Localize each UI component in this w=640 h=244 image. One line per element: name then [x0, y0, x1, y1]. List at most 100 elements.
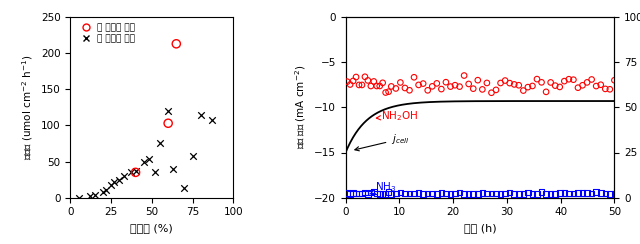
- Point: [559, 79, 570, 83]
- Point: [518, 192, 529, 196]
- Point: [168, 167, 178, 171]
- Point: [523, 190, 533, 194]
- Point: [179, 186, 189, 190]
- Point: [445, 85, 456, 89]
- Point: [351, 75, 361, 79]
- Point: [354, 83, 364, 87]
- Point: [577, 83, 588, 87]
- Point: [514, 192, 524, 196]
- Point: [342, 80, 352, 84]
- Point: [586, 78, 596, 81]
- Point: [409, 75, 419, 79]
- Point: [345, 82, 355, 86]
- Point: [150, 170, 160, 174]
- Point: [432, 81, 442, 85]
- Point: [573, 86, 583, 90]
- Legend: 본 연구팀 결과, 타 연구팀 결과: 본 연구팀 결과, 타 연구팀 결과: [75, 21, 138, 45]
- Point: [473, 78, 483, 82]
- Point: [131, 170, 141, 174]
- Point: [582, 191, 592, 195]
- Point: [591, 190, 602, 194]
- Point: [514, 83, 524, 87]
- Point: [374, 84, 385, 88]
- Point: [378, 192, 388, 196]
- Point: [383, 90, 394, 94]
- Point: [550, 84, 561, 88]
- Point: [600, 87, 611, 91]
- Point: [386, 84, 396, 88]
- Y-axis label: 전류 밀도 (mA cm$^{-2}$): 전류 밀도 (mA cm$^{-2}$): [294, 65, 308, 149]
- Point: [374, 192, 385, 196]
- X-axis label: 전환률 (%): 전환률 (%): [131, 223, 173, 233]
- Point: [536, 80, 547, 84]
- Point: [369, 190, 379, 194]
- Point: [119, 174, 129, 178]
- Point: [555, 191, 565, 195]
- Point: [74, 196, 84, 200]
- Point: [422, 192, 433, 195]
- Point: [131, 169, 141, 173]
- Point: [482, 81, 492, 85]
- Point: [491, 191, 501, 195]
- Point: [432, 192, 442, 196]
- Point: [409, 192, 419, 195]
- Point: [390, 87, 401, 91]
- Point: [85, 194, 95, 198]
- Point: [527, 192, 538, 196]
- Point: [369, 80, 379, 83]
- Point: [351, 192, 361, 196]
- Point: [532, 77, 542, 81]
- X-axis label: 시간 (h): 시간 (h): [463, 223, 496, 233]
- Point: [413, 83, 424, 87]
- Point: [477, 191, 488, 195]
- Point: [378, 81, 388, 85]
- Point: [427, 192, 437, 195]
- Point: [163, 109, 173, 113]
- Point: [363, 192, 373, 196]
- Point: [495, 192, 506, 196]
- Point: [473, 192, 483, 196]
- Point: [207, 118, 217, 122]
- Point: [509, 192, 519, 196]
- Point: [418, 82, 428, 86]
- Point: [348, 191, 358, 195]
- Point: [422, 88, 433, 92]
- Point: [348, 79, 358, 83]
- Point: [101, 188, 111, 192]
- Point: [441, 80, 451, 84]
- Point: [441, 192, 451, 195]
- Y-axis label: 생산량 (umol cm$^{-2}$ h$^{-1}$): 생산량 (umol cm$^{-2}$ h$^{-1}$): [20, 55, 35, 160]
- Point: [143, 157, 154, 161]
- Point: [171, 42, 181, 46]
- Point: [545, 192, 556, 196]
- Point: [372, 191, 382, 195]
- Point: [486, 192, 497, 196]
- Point: [436, 87, 447, 91]
- Point: [459, 192, 469, 196]
- Point: [345, 192, 355, 196]
- Point: [445, 192, 456, 196]
- Point: [436, 191, 447, 195]
- Point: [600, 192, 611, 195]
- Point: [532, 192, 542, 196]
- Point: [163, 121, 173, 125]
- Point: [586, 192, 596, 195]
- Point: [357, 192, 367, 196]
- Point: [559, 191, 570, 195]
- Point: [188, 154, 198, 158]
- Point: [582, 81, 592, 84]
- Point: [90, 193, 100, 197]
- Point: [196, 113, 206, 117]
- Point: [596, 83, 606, 87]
- Point: [500, 79, 510, 82]
- Point: [109, 180, 120, 184]
- Point: [500, 192, 510, 196]
- Point: [568, 78, 579, 82]
- Point: [363, 79, 373, 82]
- Point: [386, 192, 396, 196]
- Point: [418, 192, 428, 196]
- Point: [491, 88, 501, 92]
- Point: [400, 86, 410, 90]
- Point: [396, 191, 406, 195]
- Point: [396, 81, 406, 84]
